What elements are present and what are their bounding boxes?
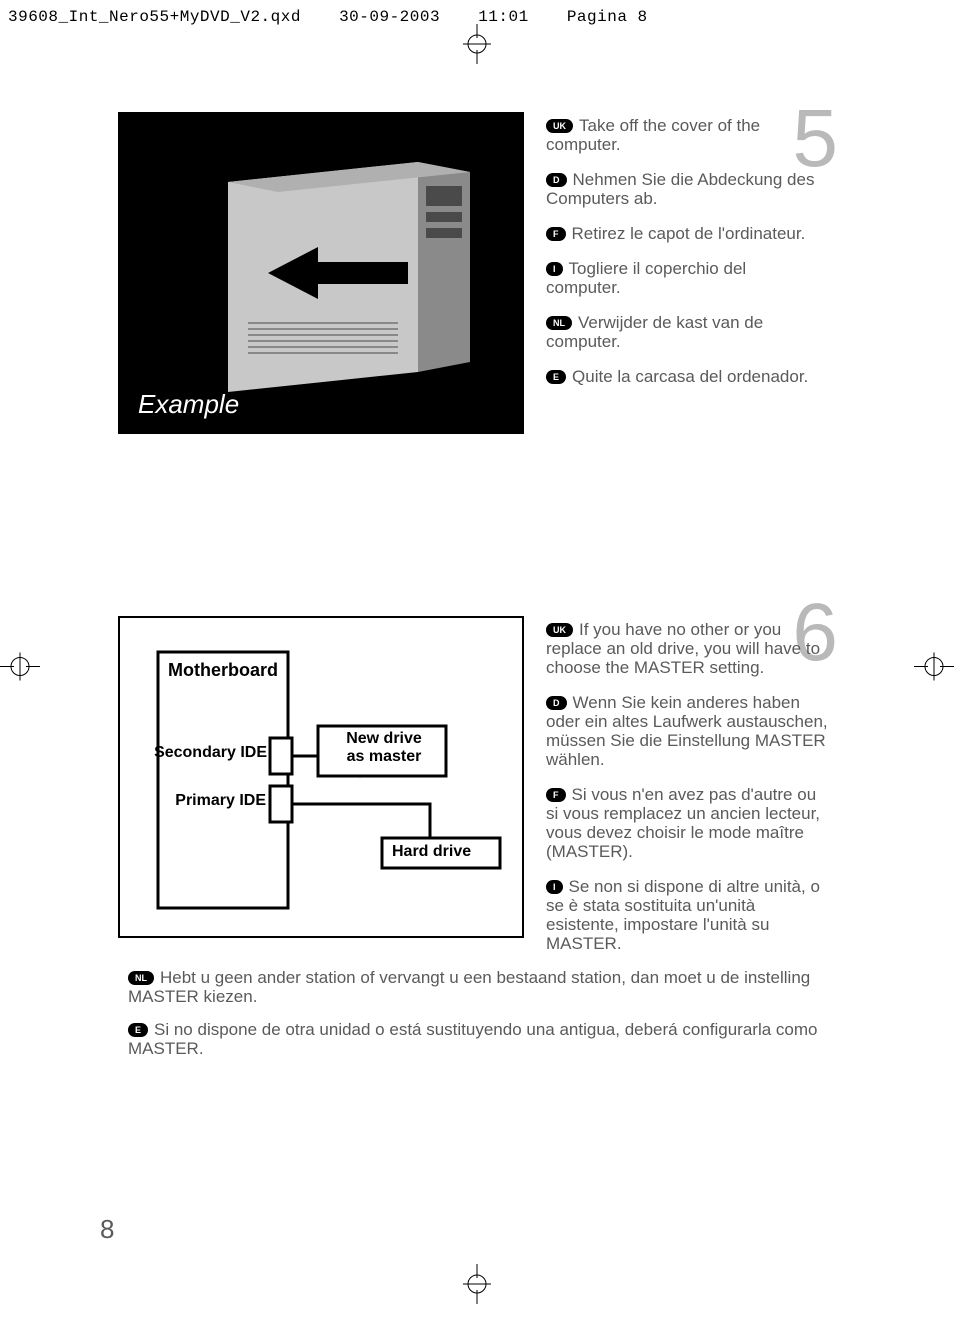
lang-text: Take off the cover of the computer. [546,116,760,154]
lang-text: If you have no other or you replace an o… [546,620,820,677]
lang-badge-f: F [546,788,566,802]
example-label: Example [138,389,239,420]
lang-item: ISe non si dispone di altre unità, o se … [546,877,830,953]
lang-item: DWenn Sie kein anderes haben oder ein al… [546,693,830,769]
lang-text: Se non si dispone di altre unità, o se è… [546,877,820,953]
diagram-label-motherboard: Motherboard [168,660,278,681]
lang-text: Verwijder de kast van de computer. [546,313,763,351]
step6-instructions-below: NLHebt u geen ander station of vervangt … [128,968,828,1072]
lang-badge-e: E [546,370,566,384]
diagram-label-harddrive: Hard drive [392,843,471,861]
lang-badge-d: D [546,696,567,710]
lang-badge-i: I [546,880,563,894]
lang-item: ITogliere il coperchio del computer. [546,259,816,297]
page-number: 8 [100,1214,114,1245]
diagram-label-secondary: Secondary IDE [147,744,267,762]
lang-item: F Retirez le capot de l'ordinateur. [546,224,816,243]
lang-text: Wenn Sie kein anderes haben oder ein alt… [546,693,828,769]
section-step-5: Example UKTake off the cover of the comp… [118,112,836,442]
computer-open-illustration [118,112,524,434]
lang-item: NLHebt u geen ander station of vervangt … [128,968,828,1006]
page-content: 5 [118,112,836,620]
lang-item: FSi vous n'en avez pas d'autre ou si vou… [546,785,830,861]
lang-item: UKIf you have no other or you replace an… [546,620,830,677]
lang-text: Si no dispone de otra unidad o está sust… [128,1020,817,1058]
lang-item: NLVerwijder de kast van de computer. [546,313,816,351]
print-filename: 39608_Int_Nero55+MyDVD_V2.qxd [8,8,301,26]
step6-instructions-right: UKIf you have no other or you replace an… [546,620,830,969]
lang-badge-e: E [128,1023,148,1037]
ide-diagram: Motherboard Secondary IDE Primary IDE Ne… [118,616,524,938]
lang-item: ESi no dispone de otra unidad o está sus… [128,1020,828,1058]
print-date: 30-09-2003 [339,8,440,26]
print-page: Pagina 8 [567,8,648,26]
lang-text: Retirez le capot de l'ordinateur. [572,224,806,243]
diagram-label-primary: Primary IDE [166,792,266,810]
lang-badge-nl: NL [128,971,154,985]
lang-badge-nl: NL [546,316,572,330]
lang-text: Togliere il coperchio del computer. [546,259,746,297]
diagram-label-newdrive-2: as master [347,748,422,765]
lang-badge-uk: UK [546,119,573,133]
step5-instructions: UKTake off the cover of the computer. DN… [546,116,816,402]
crop-mark-bottom [457,1264,497,1309]
print-header: 39608_Int_Nero55+MyDVD_V2.qxd 30-09-2003… [8,8,676,26]
lang-text: Hebt u geen ander station of vervangt u … [128,968,810,1006]
lang-badge-f: F [546,227,566,241]
lang-text: Si vous n'en avez pas d'autre ou si vous… [546,785,820,861]
lang-badge-uk: UK [546,623,573,637]
lang-item: E Quite la carcasa del ordenador. [546,367,816,386]
crop-mark-left [0,646,40,691]
crop-mark-right [914,646,954,691]
example-photo: Example [118,112,524,434]
diagram-label-newdrive-1: New drive [346,730,422,747]
lang-text: Nehmen Sie die Abdeckung des Computers a… [546,170,814,208]
lang-item: DNehmen Sie die Abdeckung des Computers … [546,170,816,208]
lang-badge-i: I [546,262,563,276]
lang-badge-d: D [546,173,567,187]
crop-mark-top [457,24,497,69]
lang-item: UKTake off the cover of the computer. [546,116,816,154]
lang-text: Quite la carcasa del ordenador. [572,367,808,386]
